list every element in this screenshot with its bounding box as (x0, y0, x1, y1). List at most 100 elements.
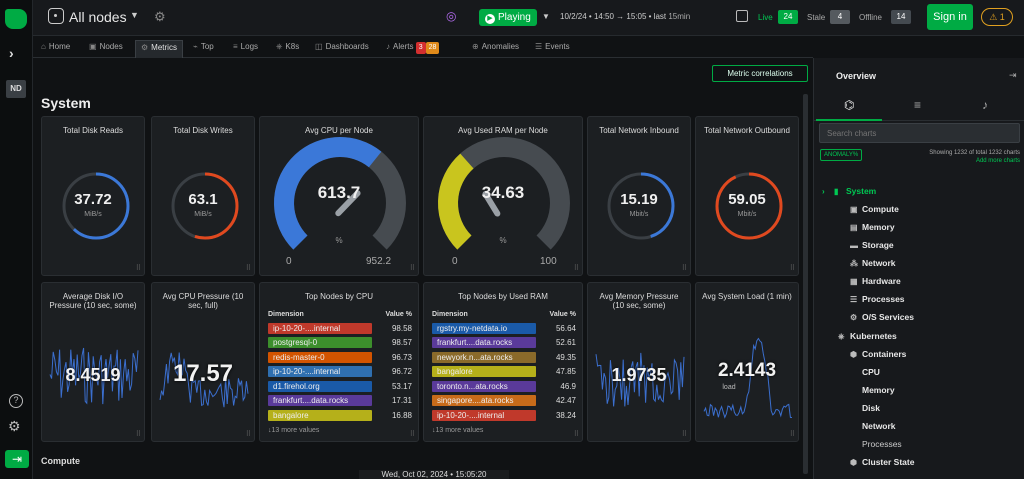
tab-metrics[interactable]: ⚙ Metrics (135, 40, 183, 58)
resize-handle-icon[interactable]: ⠿ (135, 265, 141, 272)
resize-handle-icon[interactable]: ⠿ (681, 431, 687, 438)
tab-anomalies[interactable]: ⊕ Anomalies (472, 40, 519, 58)
tree-item-compute[interactable]: ▣ Compute (850, 204, 899, 214)
table-row[interactable]: bangalore 16.88 (268, 408, 412, 423)
panel-total-network-inbound[interactable]: Total Network Inbound 15.19 Mbit/s ⠿ (587, 116, 691, 276)
filter-tab-icon[interactable]: ≡ (914, 98, 922, 112)
offline-count[interactable]: 14 (891, 10, 911, 24)
node-selector[interactable]: All nodes (69, 9, 127, 25)
tree-item-memory[interactable]: ▤ Memory (850, 222, 895, 232)
tree-item-network[interactable]: Network (862, 421, 896, 431)
search-charts-input[interactable] (819, 123, 1020, 143)
tab-top[interactable]: ⌁ Top (193, 40, 214, 58)
tree-item-kubernetes[interactable]: ⎈ Kubernetes (838, 331, 897, 342)
node-avatar[interactable]: ND (6, 80, 26, 98)
tree-item-storage[interactable]: ▬ Storage (850, 240, 894, 250)
panel-top-nodes-by-cpu[interactable]: Top Nodes by CPU Dimension Value % ip-10-… (259, 282, 419, 442)
notifications-button[interactable]: ⚠ 1 (981, 8, 1013, 26)
resize-handle-icon[interactable]: ⠿ (135, 431, 141, 438)
tab-alerts[interactable]: ♪ Alerts 3 28 (386, 40, 440, 58)
table-row[interactable]: frankfurt....data.rocks 52.61 (432, 336, 576, 351)
panel-memory-pressure[interactable]: Avg Memory Pressure (10 sec, some) 1.973… (587, 282, 691, 442)
resize-handle-icon[interactable]: ⠿ (789, 265, 795, 272)
expand-sidebar-icon[interactable]: › (9, 45, 14, 61)
resize-handle-icon[interactable]: ⠿ (245, 431, 251, 438)
resize-handle-icon[interactable]: ⠿ (789, 431, 795, 438)
more-values-link[interactable]: ↓13 more values (432, 426, 484, 434)
table-row[interactable]: rgstry.my-netdata.io 56.64 (432, 321, 576, 336)
stale-count[interactable]: 4 (830, 10, 850, 24)
table-row[interactable]: d1.firehol.org 53.17 (268, 379, 412, 394)
tab-home[interactable]: ⌂ Home (41, 40, 70, 58)
panel-total-network-outbound[interactable]: Total Network Outbound 59.05 Mbit/s ⠿ (695, 116, 799, 276)
tree-item-disk[interactable]: Disk (862, 403, 880, 413)
settings-gear-icon[interactable]: ⚙ (8, 418, 21, 434)
panel-total-disk-reads[interactable]: Total Disk Reads 37.72 MiB/s ⠿ (41, 116, 145, 276)
tab-logs[interactable]: ≡ Logs (233, 40, 258, 58)
tree-item-processes[interactable]: ☰ Processes (850, 294, 905, 304)
tree-item-cpu[interactable]: CPU (862, 367, 880, 377)
panel-disk-io-pressure[interactable]: Average Disk I/O Pressure (10 sec, some)… (41, 282, 145, 442)
panel-avg-cpu-per-node[interactable]: Avg CPU per Node 613.7 % 0 952.2 ⠿ (259, 116, 419, 276)
tab-nodes[interactable]: ▣ Nodes (89, 40, 123, 58)
lightbulb-icon[interactable]: ◎ (446, 9, 457, 23)
panel-avg-used-ram-per-node[interactable]: Avg Used RAM per Node 34.63 % 0 100 ⠿ (423, 116, 583, 276)
tree-item-os-services[interactable]: ⚙ O/S Services (850, 312, 914, 322)
table-row[interactable]: frankfurt....data.rocks 17.31 (268, 394, 412, 409)
collapse-panel-icon[interactable]: ⇥ (1009, 70, 1017, 80)
tree-item-memory[interactable]: Memory (862, 385, 895, 395)
tab-dashboards[interactable]: ◫ Dashboards (315, 40, 369, 58)
resize-handle-icon[interactable]: ⠿ (573, 265, 579, 272)
table-row[interactable]: ip-10-20-....internal 98.58 (268, 321, 412, 336)
tab-events[interactable]: ☰ Events (535, 40, 570, 58)
table-row[interactable]: newyork.n...ata.rocks 49.35 (432, 350, 576, 365)
tree-item-hardware[interactable]: ▦ Hardware (850, 276, 901, 286)
alerts-tab-icon[interactable]: ♪ (982, 98, 988, 112)
scrollbar[interactable] (803, 94, 808, 474)
tree-item-system[interactable]: › ▮ System (822, 186, 876, 196)
sparkline-series (703, 337, 793, 419)
help-icon[interactable]: ? (9, 394, 23, 408)
tab-k8s[interactable]: ⎈ K8s (276, 40, 299, 58)
panel-system-load[interactable]: Avg System Load (1 min) 2.4143 load ⠿ (695, 282, 799, 442)
time-range-picker[interactable]: 10/2/24 • 14:50 → 15:05 • last 15min (560, 12, 690, 21)
tree-item-cluster-state[interactable]: ⬢ Cluster State (850, 457, 914, 467)
sign-in-icon[interactable]: ⇥ (5, 450, 29, 468)
sign-in-button[interactable]: Sign in (927, 4, 973, 30)
netdata-logo-icon[interactable] (5, 9, 27, 29)
metric-correlations-button[interactable]: Metric correlations (712, 65, 808, 82)
live-count[interactable]: 24 (778, 10, 798, 24)
gauge-unit: % (499, 236, 507, 245)
panel-cpu-pressure[interactable]: Avg CPU Pressure (10 sec, full) 17.57 ⠿ (151, 282, 255, 442)
charts-tab-icon[interactable]: ⌬ (844, 98, 855, 112)
node-selector-icon[interactable] (48, 8, 64, 24)
table-row[interactable]: ip-10-20-....internal 96.72 (268, 365, 412, 380)
gauge-min: 0 (452, 256, 458, 267)
logs-icon: ≡ (233, 42, 238, 51)
tree-item-containers[interactable]: ⬢ Containers (850, 349, 906, 359)
panel-top-nodes-by-ram[interactable]: Top Nodes by Used RAM Dimension Value % r… (423, 282, 583, 442)
table-row[interactable]: redis-master-0 96.73 (268, 350, 412, 365)
table-row[interactable]: bangalore 47.85 (432, 365, 576, 380)
tree-item-processes[interactable]: Processes (862, 439, 902, 449)
tree-item-network[interactable]: ⁂ Network (850, 258, 896, 268)
resize-handle-icon[interactable]: ⠿ (409, 431, 415, 438)
table-row[interactable]: toronto.n...ata.rocks 46.9 (432, 379, 576, 394)
playing-button[interactable]: ▶ Playing (479, 9, 537, 26)
dim-value: 96.73 (391, 352, 412, 362)
table-row[interactable]: singapore....ata.rocks 42.47 (432, 394, 576, 409)
resize-handle-icon[interactable]: ⠿ (245, 265, 251, 272)
chevron-down-icon[interactable]: ▼ (542, 12, 550, 21)
tree-label: Kubernetes (850, 331, 897, 341)
gear-icon[interactable]: ⚙ (154, 9, 166, 24)
add-more-charts-link[interactable]: Add more charts (975, 158, 1020, 164)
anomaly-toggle[interactable]: ANOMALY% (820, 149, 863, 161)
table-row[interactable]: ip-10-20-....internal 38.24 (432, 408, 576, 423)
resize-handle-icon[interactable]: ⠿ (409, 265, 415, 272)
chevron-down-icon[interactable]: ▼ (130, 10, 139, 20)
resize-handle-icon[interactable]: ⠿ (681, 265, 687, 272)
panel-total-disk-writes[interactable]: Total Disk Writes 63.1 MiB/s ⠿ (151, 116, 255, 276)
more-values-link[interactable]: ↓13 more values (268, 426, 320, 434)
table-row[interactable]: postgresql-0 98.57 (268, 336, 412, 351)
resize-handle-icon[interactable]: ⠿ (573, 431, 579, 438)
